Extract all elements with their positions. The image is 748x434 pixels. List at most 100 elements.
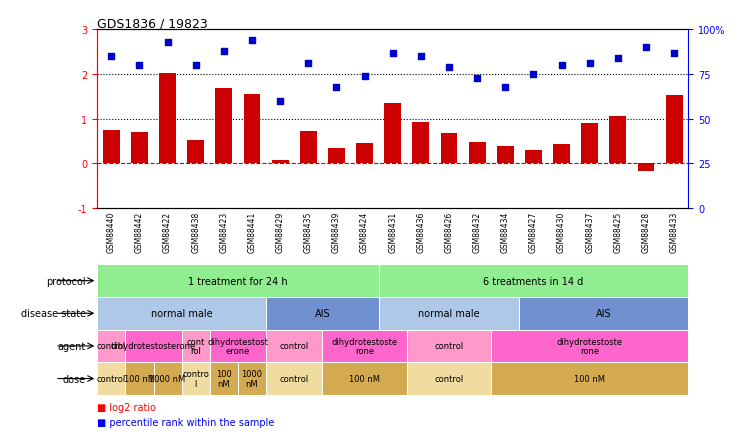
Text: cont
rol: cont rol <box>186 337 205 355</box>
Text: dihydrotestoste
rone: dihydrotestoste rone <box>557 337 623 355</box>
Text: GSM88442: GSM88442 <box>135 211 144 252</box>
Text: GSM88424: GSM88424 <box>360 211 369 252</box>
Point <box>133 62 145 69</box>
Point <box>105 54 117 61</box>
Bar <box>215 89 233 164</box>
Text: GSM88428: GSM88428 <box>642 211 651 252</box>
Text: GSM88431: GSM88431 <box>388 211 397 252</box>
Bar <box>97 297 266 330</box>
Text: contro
l: contro l <box>183 369 209 388</box>
Bar <box>266 297 378 330</box>
Text: dihydrotestost
erone: dihydrotestost erone <box>207 337 269 355</box>
Text: 1 treatment for 24 h: 1 treatment for 24 h <box>188 276 288 286</box>
Bar <box>322 330 407 362</box>
Bar <box>553 145 570 164</box>
Text: GSM88437: GSM88437 <box>585 211 594 253</box>
Bar <box>97 330 126 362</box>
Point <box>331 84 343 91</box>
Bar <box>97 265 378 297</box>
Text: 100 nM: 100 nM <box>124 374 155 383</box>
Text: 1000 nM: 1000 nM <box>150 374 186 383</box>
Bar <box>666 96 682 164</box>
Text: control: control <box>435 342 464 351</box>
Bar <box>407 362 491 395</box>
Text: dihydrotestosterone: dihydrotestosterone <box>111 342 196 351</box>
Bar <box>322 362 407 395</box>
Bar <box>103 131 120 164</box>
Point <box>612 56 624 62</box>
Bar <box>159 74 176 164</box>
Bar <box>412 122 429 164</box>
Text: ■ percentile rank within the sample: ■ percentile rank within the sample <box>97 418 275 427</box>
Bar <box>491 362 688 395</box>
Text: 100
nM: 100 nM <box>216 369 232 388</box>
Text: normal male: normal male <box>418 309 479 319</box>
Bar <box>182 362 209 395</box>
Text: agent: agent <box>58 341 86 351</box>
Point <box>218 48 230 55</box>
Point <box>527 71 539 78</box>
Bar <box>441 134 458 164</box>
Bar <box>182 330 209 362</box>
Point <box>443 64 455 71</box>
Text: control: control <box>280 374 309 383</box>
Text: GSM88432: GSM88432 <box>473 211 482 252</box>
Text: control: control <box>96 374 126 383</box>
Point <box>275 98 286 105</box>
Text: 6 treatments in 14 d: 6 treatments in 14 d <box>483 276 583 286</box>
Text: GSM88426: GSM88426 <box>444 211 453 252</box>
Bar <box>300 132 316 164</box>
Text: GSM88439: GSM88439 <box>332 211 341 253</box>
Bar <box>238 362 266 395</box>
Bar <box>637 164 654 172</box>
Bar <box>384 104 401 164</box>
Text: GDS1836 / 19823: GDS1836 / 19823 <box>97 17 208 30</box>
Bar <box>209 362 238 395</box>
Text: GSM88425: GSM88425 <box>613 211 622 252</box>
Bar <box>244 95 260 164</box>
Point <box>387 50 399 57</box>
Bar <box>491 330 688 362</box>
Text: 100 nM: 100 nM <box>574 374 605 383</box>
Bar <box>187 141 204 164</box>
Point <box>640 45 652 52</box>
Text: GSM88423: GSM88423 <box>219 211 228 252</box>
Bar <box>469 143 485 164</box>
Bar <box>378 265 688 297</box>
Text: GSM88440: GSM88440 <box>107 211 116 253</box>
Text: control: control <box>435 374 464 383</box>
Bar <box>266 330 322 362</box>
Bar <box>266 362 322 395</box>
Bar <box>356 144 373 164</box>
Text: GSM88441: GSM88441 <box>248 211 257 252</box>
Point <box>499 84 511 91</box>
Text: ■ log2 ratio: ■ log2 ratio <box>97 402 156 412</box>
Point <box>246 38 258 45</box>
Bar <box>581 124 598 164</box>
Point <box>358 73 370 80</box>
Text: AIS: AIS <box>315 309 330 319</box>
Text: GSM88438: GSM88438 <box>191 211 200 252</box>
Bar <box>519 297 688 330</box>
Point <box>556 62 568 69</box>
Text: disease state: disease state <box>21 309 86 319</box>
Bar <box>407 330 491 362</box>
Point <box>190 62 202 69</box>
Bar <box>272 160 289 164</box>
Bar <box>131 133 148 164</box>
Point <box>471 75 483 82</box>
Text: normal male: normal male <box>151 309 212 319</box>
Text: GSM88436: GSM88436 <box>417 211 426 253</box>
Point <box>668 50 680 57</box>
Point <box>583 61 595 68</box>
Bar <box>126 362 153 395</box>
Bar <box>126 330 182 362</box>
Bar <box>378 297 519 330</box>
Text: 100 nM: 100 nM <box>349 374 380 383</box>
Text: GSM88430: GSM88430 <box>557 211 566 253</box>
Text: GSM88427: GSM88427 <box>529 211 538 252</box>
Point <box>415 54 427 61</box>
Bar <box>525 151 542 164</box>
Bar <box>610 117 626 164</box>
Text: GSM88433: GSM88433 <box>669 211 678 253</box>
